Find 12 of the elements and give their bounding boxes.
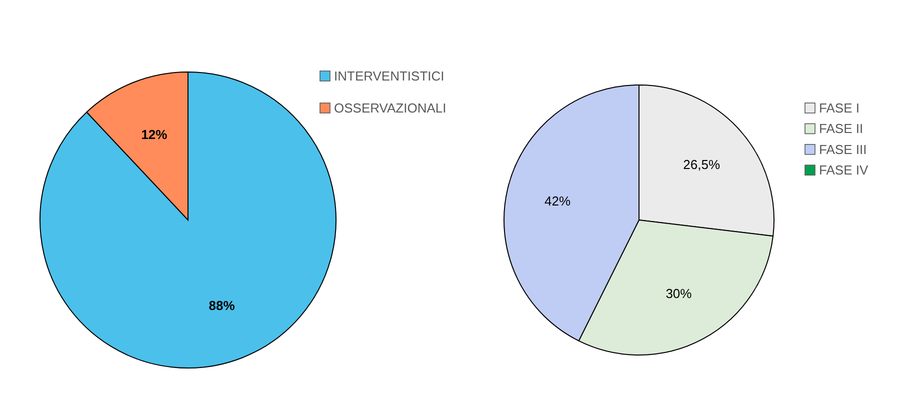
data-label: 88% — [208, 298, 236, 313]
legend-label: INTERVENTISTICI — [334, 68, 444, 84]
legend-label: FASE IV — [819, 162, 868, 178]
legend-label: FASE III — [819, 142, 867, 157]
data-label: 42% — [544, 193, 571, 208]
legend-label: FASE I — [819, 100, 860, 116]
data-label: 12% — [141, 127, 168, 142]
legend-label: OSSERVAZIONALI — [334, 100, 446, 116]
data-label: 26,5% — [683, 156, 720, 172]
legend-label: FASE II — [819, 121, 864, 136]
data-label: 30% — [666, 286, 692, 302]
pie-slice — [40, 72, 336, 368]
